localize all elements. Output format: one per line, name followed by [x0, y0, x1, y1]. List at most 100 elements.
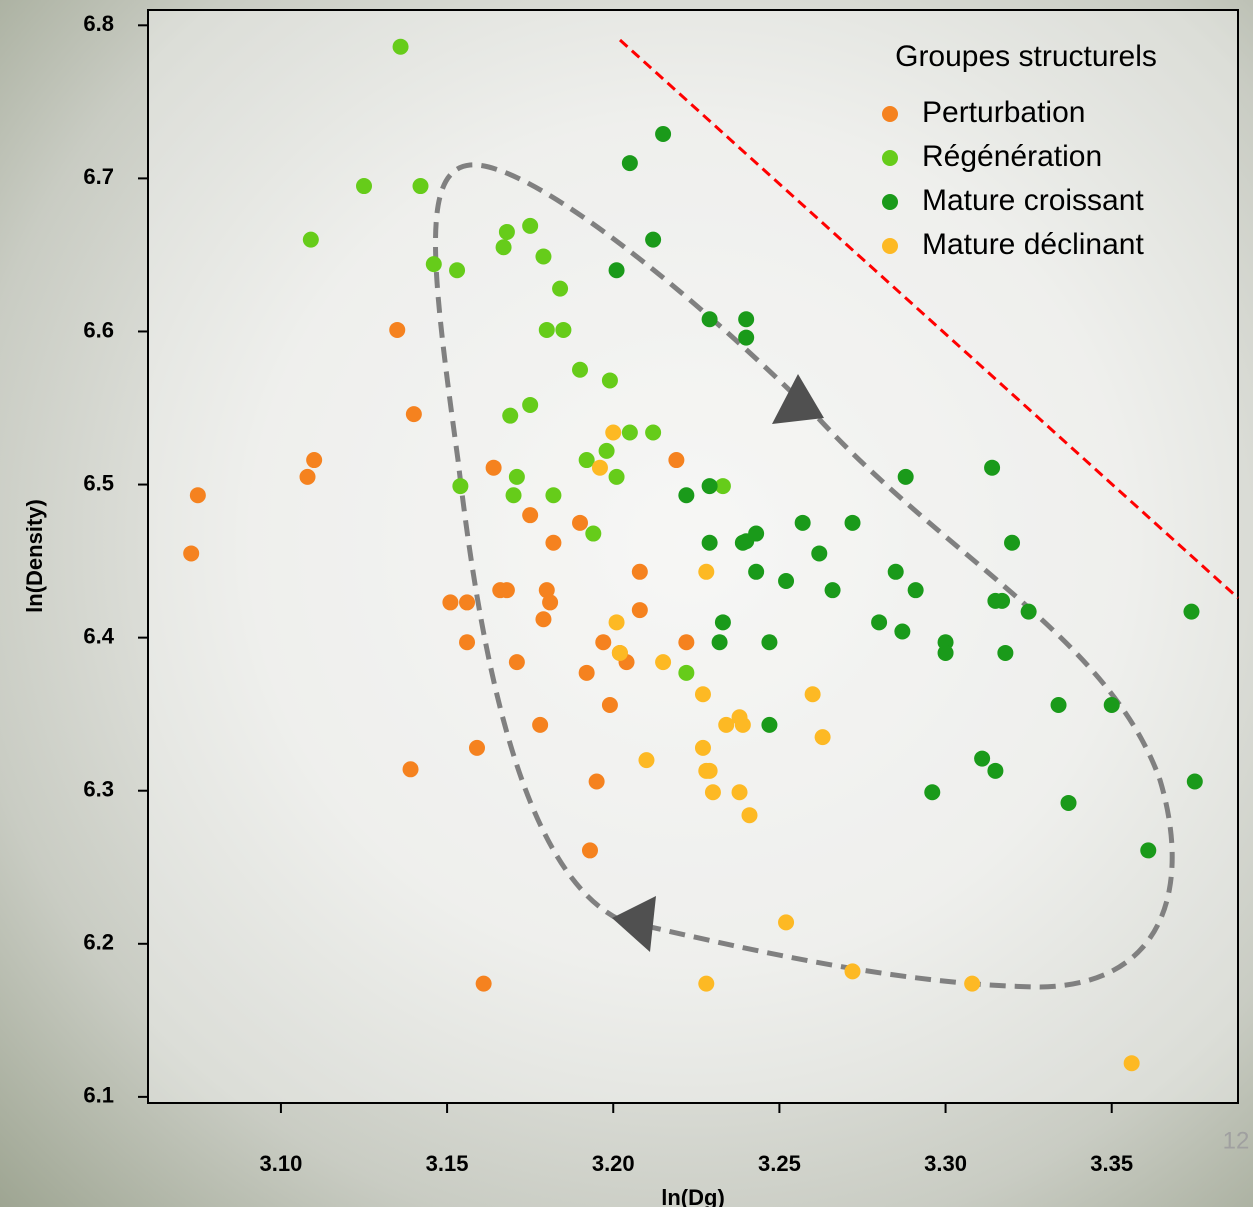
- point: [984, 459, 1001, 476]
- point: [502, 407, 519, 424]
- point: [498, 582, 515, 599]
- point: [711, 634, 728, 651]
- legend-label: Régénération: [922, 140, 1102, 173]
- legend-label: Mature déclinant: [922, 228, 1144, 261]
- point: [468, 739, 485, 756]
- x-tick-label: 3.10: [260, 1151, 303, 1176]
- point: [731, 784, 748, 801]
- point: [748, 563, 765, 580]
- point: [356, 178, 373, 195]
- y-tick-label: 6.2: [83, 930, 114, 955]
- point: [1183, 603, 1200, 620]
- point: [412, 178, 429, 195]
- legend-marker: [882, 238, 898, 254]
- point: [701, 311, 718, 328]
- point: [907, 582, 924, 599]
- point: [591, 459, 608, 476]
- point: [532, 716, 549, 733]
- legend-marker: [882, 150, 898, 166]
- point: [595, 634, 612, 651]
- cycle-arrow: [772, 374, 824, 424]
- point: [1004, 534, 1021, 551]
- point: [485, 459, 502, 476]
- point: [937, 644, 954, 661]
- y-axis-label: ln(Density): [22, 499, 47, 613]
- point: [601, 696, 618, 713]
- point: [748, 525, 765, 542]
- point: [778, 572, 795, 589]
- point: [814, 729, 831, 746]
- point: [299, 468, 316, 485]
- y-tick-label: 6.1: [83, 1083, 114, 1108]
- point: [389, 321, 406, 338]
- point: [542, 594, 559, 611]
- point: [578, 664, 595, 681]
- point: [718, 716, 735, 733]
- point: [581, 842, 598, 859]
- point: [1050, 696, 1067, 713]
- point: [183, 545, 200, 562]
- point: [442, 594, 459, 611]
- point: [621, 155, 638, 172]
- point: [844, 963, 861, 980]
- point: [974, 750, 991, 767]
- point: [824, 582, 841, 599]
- x-axis-label: ln(Dg): [661, 1185, 725, 1207]
- legend-label: Mature croissant: [922, 184, 1144, 217]
- point: [645, 231, 662, 248]
- x-tick-label: 3.35: [1090, 1151, 1133, 1176]
- legend-label: Perturbation: [922, 96, 1085, 129]
- y-tick-label: 6.8: [83, 11, 114, 36]
- x-tick-label: 3.25: [758, 1151, 801, 1176]
- point: [495, 239, 512, 256]
- point: [698, 563, 715, 580]
- point: [714, 614, 731, 631]
- point: [714, 478, 731, 495]
- point: [508, 654, 525, 671]
- point: [538, 321, 555, 338]
- point: [698, 975, 715, 992]
- point: [505, 487, 522, 504]
- point: [994, 592, 1011, 609]
- point: [189, 487, 206, 504]
- point: [522, 396, 539, 413]
- point: [678, 664, 695, 681]
- point: [701, 762, 718, 779]
- point: [611, 644, 628, 661]
- point: [306, 452, 323, 469]
- point: [997, 644, 1014, 661]
- point: [631, 602, 648, 619]
- point: [459, 634, 476, 651]
- point: [964, 975, 981, 992]
- point: [638, 752, 655, 769]
- plot-frame: [147, 9, 1239, 1104]
- point: [555, 321, 572, 338]
- point: [1140, 842, 1157, 859]
- point: [734, 716, 751, 733]
- y-tick-label: 6.4: [83, 623, 114, 648]
- point: [811, 545, 828, 562]
- point: [655, 654, 672, 671]
- point: [508, 468, 525, 485]
- point: [459, 594, 476, 611]
- point: [794, 514, 811, 531]
- point: [701, 534, 718, 551]
- point: [608, 614, 625, 631]
- point: [608, 262, 625, 279]
- point: [545, 487, 562, 504]
- point: [538, 582, 555, 599]
- point: [405, 406, 422, 423]
- page-number: 12: [1223, 1127, 1250, 1154]
- point: [535, 611, 552, 628]
- point: [1060, 794, 1077, 811]
- y-tick-label: 6.3: [83, 777, 114, 802]
- x-tick-label: 3.30: [924, 1151, 967, 1176]
- legend-marker: [882, 106, 898, 122]
- point: [804, 686, 821, 703]
- point: [1103, 696, 1120, 713]
- point: [605, 424, 622, 441]
- cycle-arrow: [612, 896, 656, 952]
- point: [704, 784, 721, 801]
